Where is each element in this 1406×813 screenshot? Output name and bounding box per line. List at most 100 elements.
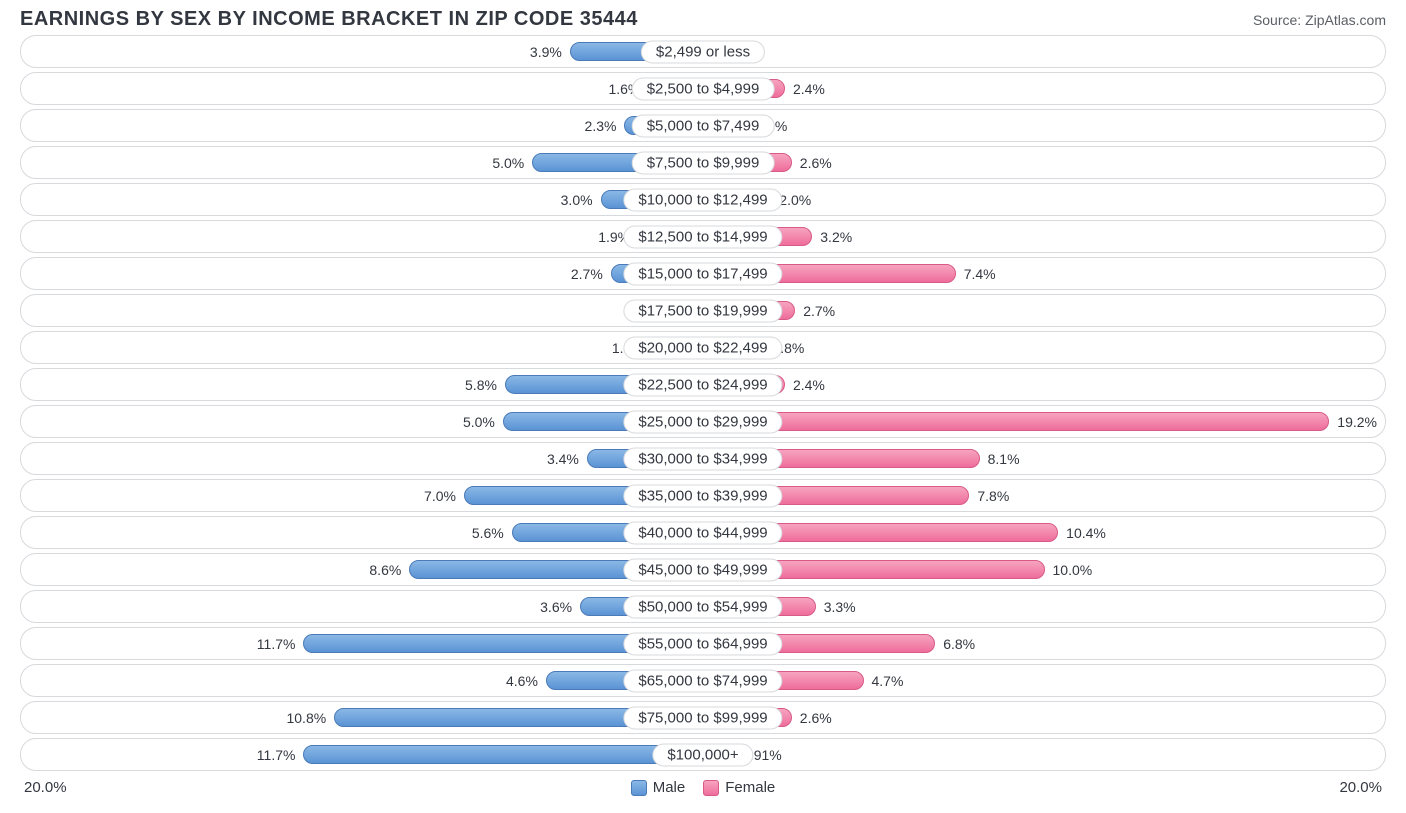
male-value-label: 2.3%	[577, 118, 625, 134]
chart-row: 10.8% 2.6%$75,000 to $99,999	[20, 701, 1386, 734]
category-label: $2,500 to $4,999	[632, 77, 775, 100]
category-label: $2,499 or less	[641, 40, 765, 63]
female-half: 7.4%	[703, 258, 1385, 289]
female-value-label: 7.4%	[956, 266, 1004, 282]
male-value-label: 7.0%	[416, 488, 464, 504]
axis-max-left: 20.0%	[24, 779, 67, 796]
male-value-label: 4.6%	[498, 673, 546, 689]
male-value-label: 11.7%	[249, 747, 304, 763]
category-label: $100,000+	[652, 743, 753, 766]
category-label: $75,000 to $99,999	[623, 706, 782, 729]
female-swatch-icon	[703, 780, 719, 796]
male-half: 4.6%	[21, 665, 703, 696]
axis-max-right: 20.0%	[1339, 779, 1382, 796]
male-half: 0.42%	[21, 295, 703, 326]
male-value-label: 3.6%	[532, 599, 580, 615]
category-label: $55,000 to $64,999	[623, 632, 782, 655]
female-value-label: 2.6%	[792, 155, 840, 171]
male-half: 3.0%	[21, 184, 703, 215]
female-half: 10.0%	[703, 554, 1385, 585]
category-label: $35,000 to $39,999	[623, 484, 782, 507]
chart-row: 3.6% 3.3% $50,000 to $54,999	[20, 590, 1386, 623]
chart-source: Source: ZipAtlas.com	[1253, 12, 1386, 28]
male-value-label: 11.7%	[249, 636, 304, 652]
female-half: 0.4%	[703, 36, 1385, 67]
male-value-label: 3.0%	[553, 192, 601, 208]
category-label: $40,000 to $44,999	[623, 521, 782, 544]
chart-row: 3.4% 8.1% $30,000 to $34,999	[20, 442, 1386, 475]
category-label: $17,500 to $19,999	[623, 299, 782, 322]
female-half: 7.8%	[703, 480, 1385, 511]
female-half: 3.3%	[703, 591, 1385, 622]
chart-row: 5.0% 2.6% $7,500 to $9,999	[20, 146, 1386, 179]
chart-row: 7.0% 7.8%$35,000 to $39,999	[20, 479, 1386, 512]
category-label: $25,000 to $29,999	[623, 410, 782, 433]
chart-row: 5.8% 2.4%$22,500 to $24,999	[20, 368, 1386, 401]
female-value-label: 3.3%	[816, 599, 864, 615]
category-label: $7,500 to $9,999	[632, 151, 775, 174]
male-bar	[303, 745, 703, 764]
female-value-label: 2.4%	[785, 81, 833, 97]
male-value-label: 5.0%	[484, 155, 532, 171]
female-value-label: 4.7%	[864, 673, 912, 689]
male-half: 8.6%	[21, 554, 703, 585]
male-half: 2.7%	[21, 258, 703, 289]
legend: Male Female	[631, 779, 776, 796]
male-value-label: 10.8%	[278, 710, 334, 726]
chart-row: 3.9% 0.4%$2,499 or less	[20, 35, 1386, 68]
male-half: 5.8%	[21, 369, 703, 400]
male-half: 5.0%	[21, 147, 703, 178]
female-value-label: 2.7%	[795, 303, 843, 319]
chart-row: 2.7% 7.4% $15,000 to $17,499	[20, 257, 1386, 290]
male-value-label: 2.7%	[563, 266, 611, 282]
chart-row: 1.6%2.4%$2,500 to $4,999	[20, 72, 1386, 105]
male-half: 7.0%	[21, 480, 703, 511]
male-half: 1.9%	[21, 221, 703, 252]
female-value-label: 6.8%	[935, 636, 983, 652]
category-label: $30,000 to $34,999	[623, 447, 782, 470]
male-half: 5.6%	[21, 517, 703, 548]
chart-row: 0.42% 2.7% $17,500 to $19,999	[20, 294, 1386, 327]
female-half: 2.4%	[703, 73, 1385, 104]
legend-female: Female	[703, 779, 775, 796]
male-value-label: 3.9%	[522, 44, 570, 60]
category-label: $22,500 to $24,999	[623, 373, 782, 396]
chart-row: 2.3%1.3%$5,000 to $7,499	[20, 109, 1386, 142]
male-value-label: 5.8%	[457, 377, 505, 393]
male-half: 3.6%	[21, 591, 703, 622]
female-half: 2.6%	[703, 702, 1385, 733]
female-half: 10.4%	[703, 517, 1385, 548]
chart-title: EARNINGS BY SEX BY INCOME BRACKET IN ZIP…	[20, 8, 638, 31]
chart-body: 3.9%0.4%$2,499 or less1.6%2.4%$2,500 to …	[0, 35, 1406, 771]
female-half: 2.0%	[703, 184, 1385, 215]
legend-male: Male	[631, 779, 686, 796]
male-half: 10.8%	[21, 702, 703, 733]
female-half: 8.1%	[703, 443, 1385, 474]
category-label: $5,000 to $7,499	[632, 114, 775, 137]
chart-footer: 20.0% Male Female 20.0%	[0, 775, 1406, 796]
category-label: $50,000 to $54,999	[623, 595, 782, 618]
category-label: $45,000 to $49,999	[623, 558, 782, 581]
male-half: 5.0%	[21, 406, 674, 437]
female-value-label: 8.1%	[980, 451, 1028, 467]
female-half: 2.6%	[703, 147, 1385, 178]
male-value-label: 3.4%	[539, 451, 587, 467]
chart-row: 4.6% 4.7% $65,000 to $74,999	[20, 664, 1386, 697]
chart-row: 8.6% 10.0% $45,000 to $49,999	[20, 553, 1386, 586]
male-swatch-icon	[631, 780, 647, 796]
male-half: 3.9%	[21, 36, 703, 67]
male-half: 2.3%	[21, 110, 703, 141]
chart-row: 5.6%10.4%$40,000 to $44,999	[20, 516, 1386, 549]
female-value-label: 2.4%	[785, 377, 833, 393]
female-value-label: 10.0%	[1045, 562, 1101, 578]
chart-row: 1.5%1.8%$20,000 to $22,499	[20, 331, 1386, 364]
category-label: $15,000 to $17,499	[623, 262, 782, 285]
female-half: 2.7%	[703, 295, 1385, 326]
legend-female-label: Female	[725, 779, 775, 796]
female-value-label: 19.2%	[1329, 414, 1385, 430]
female-half: 4.7%	[703, 665, 1385, 696]
chart-row: 11.7% 6.8% $55,000 to $64,999	[20, 627, 1386, 660]
chart-row: 1.9%3.2%$12,500 to $14,999	[20, 220, 1386, 253]
legend-male-label: Male	[653, 779, 686, 796]
category-label: $65,000 to $74,999	[623, 669, 782, 692]
